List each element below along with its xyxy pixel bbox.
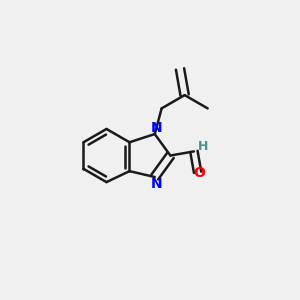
Text: N: N (150, 121, 162, 135)
Text: N: N (150, 176, 162, 190)
Text: O: O (193, 167, 205, 181)
Text: H: H (197, 140, 208, 153)
